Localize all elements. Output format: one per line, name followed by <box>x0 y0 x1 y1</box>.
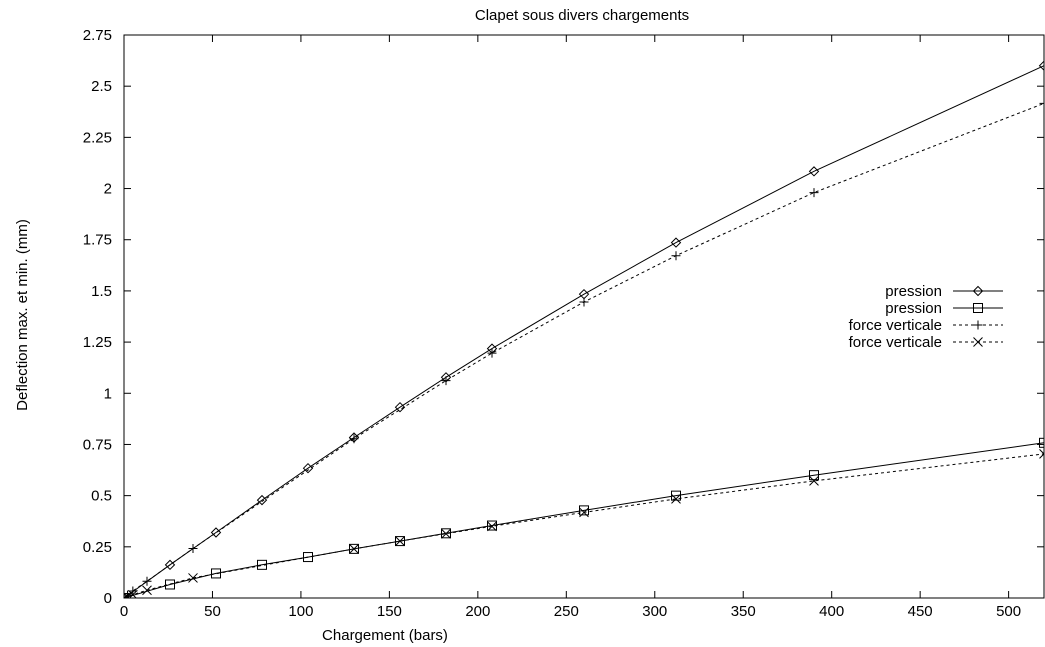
data-point <box>142 576 152 586</box>
data-point <box>349 543 359 554</box>
legend-marker <box>973 320 983 330</box>
data-point <box>441 376 451 386</box>
y-tick-label: 2.75 <box>83 27 112 44</box>
y-tick-label: 0.75 <box>83 436 112 453</box>
data-point <box>1038 60 1044 71</box>
y-tick-label: 0.25 <box>83 539 112 556</box>
series-1 <box>123 60 1045 599</box>
legend-label: pression <box>885 283 942 300</box>
data-point <box>164 559 176 571</box>
data-point <box>124 593 129 598</box>
data-point <box>165 579 175 590</box>
data-point <box>1039 437 1044 448</box>
y-tick-label: 1.75 <box>83 232 112 249</box>
data-point <box>188 573 198 583</box>
x-tick-label: 400 <box>819 603 844 620</box>
x-tick-label: 150 <box>377 603 402 620</box>
data-point <box>809 476 819 486</box>
data-point <box>302 462 314 474</box>
data-point <box>487 348 497 358</box>
data-point <box>671 494 681 504</box>
legend-label: force verticale <box>849 317 942 334</box>
legend-marker <box>973 303 983 313</box>
data-point <box>127 589 138 598</box>
series-layer <box>123 60 1045 599</box>
y-axis-label: Deflection max. et min. (mm) <box>14 219 31 411</box>
data-point <box>671 251 681 261</box>
data-point <box>441 528 451 539</box>
data-point <box>809 470 819 481</box>
data-point <box>808 166 820 177</box>
data-point <box>441 528 451 539</box>
data-point <box>487 521 497 532</box>
x-tick-label: 0 <box>120 603 128 620</box>
legend-item: pression <box>885 283 1003 300</box>
series-4 <box>123 449 1045 599</box>
legend-item: force verticale <box>849 334 1003 351</box>
data-point <box>579 297 589 307</box>
x-tick-label: 100 <box>288 603 313 620</box>
x-tick-label: 300 <box>642 603 667 620</box>
data-point <box>1039 449 1044 459</box>
legend-label: pression <box>885 300 942 317</box>
x-tick-label: 500 <box>996 603 1021 620</box>
series-line <box>123 65 1045 599</box>
y-tick-label: 2.5 <box>91 78 112 95</box>
x-axis-label: Chargement (bars) <box>322 627 448 644</box>
legend-label: force verticale <box>849 334 942 351</box>
y-tick-label: 1.5 <box>91 283 112 300</box>
data-point <box>579 507 589 518</box>
data-point <box>124 591 133 598</box>
plot-frame <box>123 34 1045 599</box>
data-point <box>579 505 589 516</box>
x-tick-label: 200 <box>465 603 490 620</box>
legend-item: pression <box>885 300 1003 317</box>
chart-title: Clapet sous divers chargements <box>475 7 689 24</box>
series-2 <box>123 437 1045 599</box>
axis-ticks: 0 50 100 150 200 250 300 350 400 450 500 0 0.25 0.5 0.… <box>83 27 1044 620</box>
x-tick-label: 250 <box>554 603 579 620</box>
data-point <box>349 434 359 444</box>
data-point <box>303 552 313 563</box>
y-tick-label: 0 <box>104 590 112 607</box>
data-point <box>395 536 405 546</box>
data-point <box>394 401 406 413</box>
data-point <box>256 494 268 506</box>
data-point <box>142 585 152 596</box>
legend-item: force verticale <box>849 317 1003 334</box>
series-line <box>123 442 1045 599</box>
data-point <box>188 543 198 553</box>
legend-marker <box>972 285 984 297</box>
data-point <box>671 490 681 501</box>
series-line <box>123 453 1045 599</box>
y-tick-label: 2 <box>104 181 112 198</box>
data-point <box>211 568 221 579</box>
x-tick-label: 450 <box>908 603 933 620</box>
x-tick-label: 350 <box>731 603 756 620</box>
y-tick-label: 2.25 <box>83 129 112 146</box>
data-point <box>1039 98 1044 108</box>
legend-marker <box>973 337 983 347</box>
data-point <box>670 237 682 248</box>
y-tick-label: 1 <box>104 385 112 402</box>
data-point <box>395 536 405 547</box>
data-point <box>809 188 819 198</box>
data-point <box>349 544 359 554</box>
y-tick-label: 0.5 <box>91 488 112 505</box>
y-tick-label: 1.25 <box>83 334 112 351</box>
x-tick-label: 50 <box>204 603 221 620</box>
